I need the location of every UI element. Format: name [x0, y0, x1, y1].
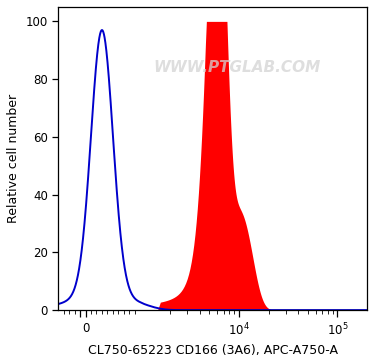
X-axis label: CL750-65223 CD166 (3A6), APC-A750-A: CL750-65223 CD166 (3A6), APC-A750-A: [88, 344, 338, 357]
Y-axis label: Relative cell number: Relative cell number: [7, 94, 20, 223]
Text: WWW.PTGLAB.COM: WWW.PTGLAB.COM: [154, 60, 321, 75]
